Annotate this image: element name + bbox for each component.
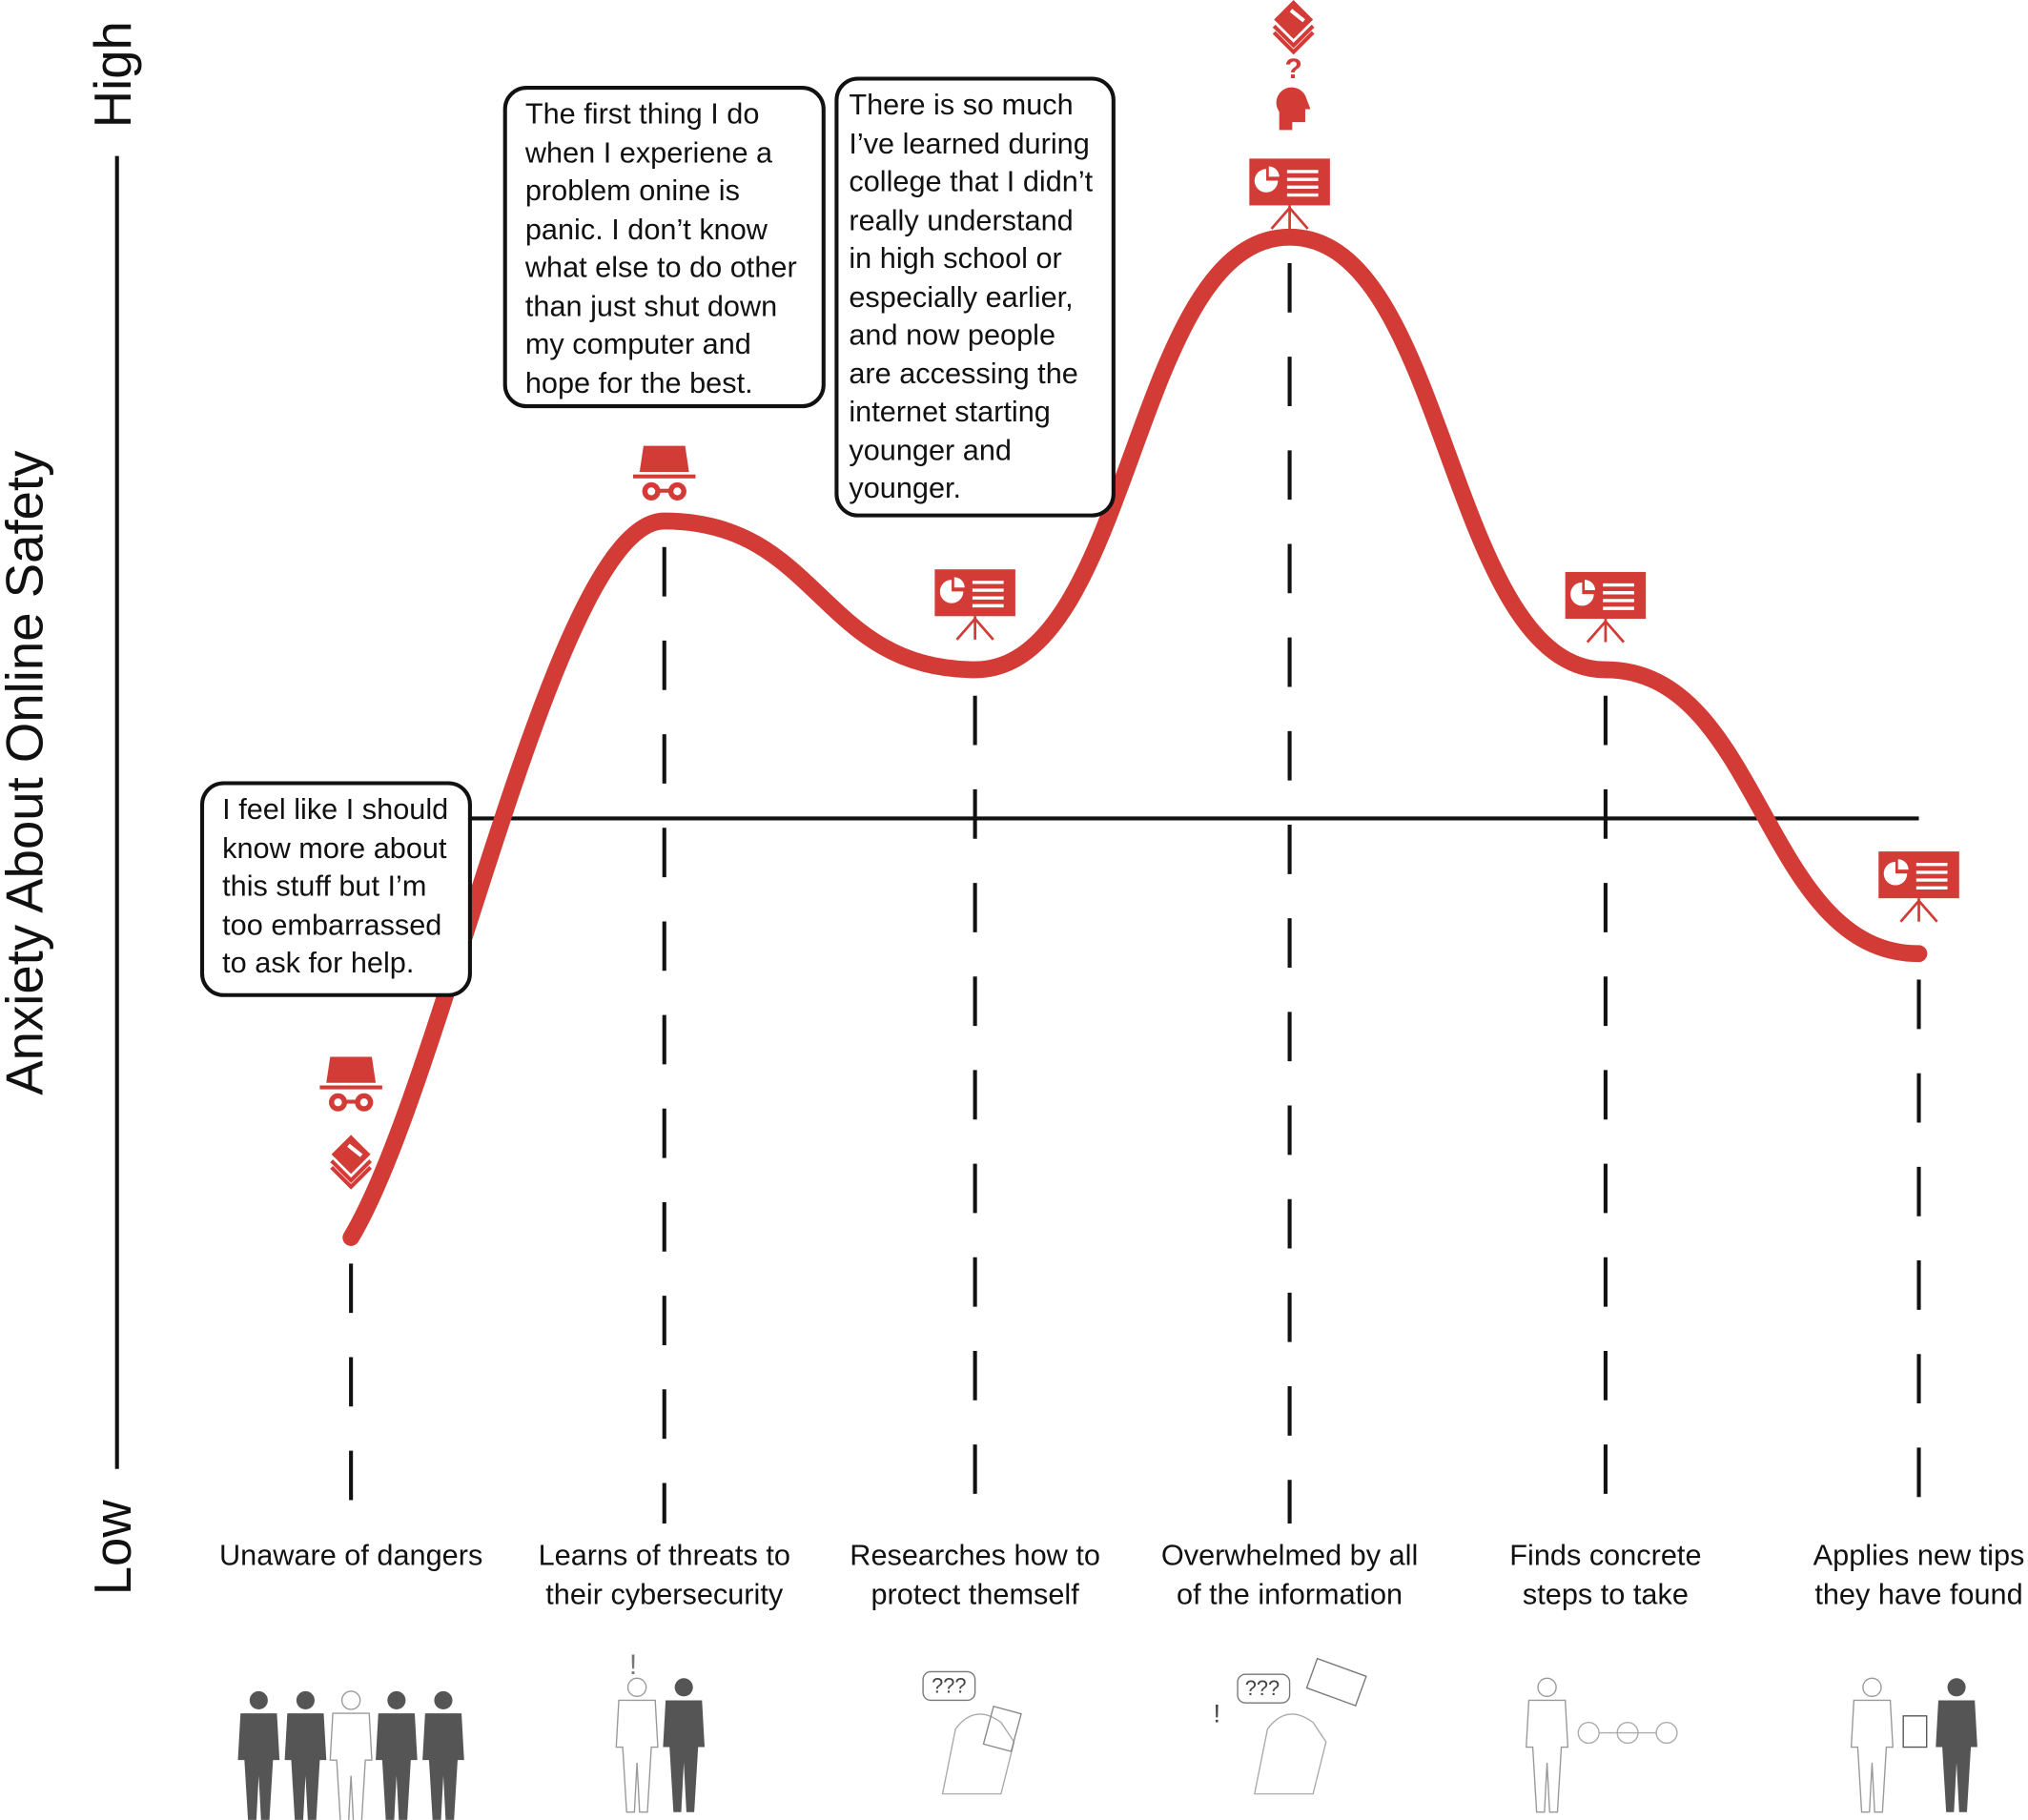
stage-label-line: Learns of threats to: [538, 1539, 790, 1572]
stage-label-line: of the information: [1177, 1578, 1403, 1611]
person-figure: [422, 1690, 464, 1820]
callout-line: when I experiene a: [524, 135, 773, 169]
data-point: [1600, 665, 1611, 675]
callout-line: really understand: [849, 203, 1074, 236]
callout-line: There is so much: [849, 88, 1074, 121]
callout-line: know more about: [222, 830, 447, 865]
y-axis-label: Anxiety About Online Safety: [0, 450, 54, 1095]
paper-icon: [982, 1705, 1022, 1752]
callout-line: than just shut down: [524, 289, 778, 322]
spy-icon: [319, 1056, 382, 1112]
y-low-label: Low: [85, 1500, 143, 1596]
callout-line: college that I didn’t: [849, 165, 1094, 198]
callout-line: younger and: [849, 433, 1012, 466]
person-figure: [615, 1677, 659, 1813]
stage-label: Unaware of dangers: [208, 1537, 494, 1576]
data-point: [345, 1232, 357, 1243]
callout-line: I’ve learned during: [849, 126, 1090, 160]
person-figure: [284, 1690, 327, 1820]
callout-line: especially earlier,: [849, 279, 1074, 313]
callout-line: hope for the best.: [524, 365, 753, 399]
stage-label-line: Finds concrete: [1509, 1539, 1702, 1572]
speech-bubble-icon: [1305, 1657, 1367, 1707]
stage-label-line: protect themself: [871, 1578, 1079, 1611]
confused-bubble-icon: ???: [932, 1673, 966, 1697]
callout-line: too embarrassed: [222, 908, 442, 941]
stage-label-line: they have found: [1814, 1578, 2023, 1611]
thought-bubble-icon: [922, 1670, 976, 1702]
callout-line: what else to do other: [524, 251, 797, 284]
data-point: [1914, 948, 1924, 959]
callout-line: in high school or: [849, 241, 1062, 275]
svg-text:?: ?: [1285, 53, 1302, 85]
y-high-label: High: [85, 21, 143, 129]
stage-label-line: steps to take: [1522, 1578, 1689, 1611]
exclamation-icon: !: [629, 1649, 637, 1681]
stage-label: Learns of threats to their cybersecurity: [522, 1537, 808, 1615]
presentation-icon: [1249, 158, 1330, 230]
callout-line: panic. I don’t know: [524, 212, 768, 246]
quote-callout-1: I feel like I should know more about this …: [199, 781, 472, 997]
callout-line: and now people: [849, 318, 1056, 352]
callout-line: this stuff but I’m: [222, 869, 427, 903]
callout-line: to ask for help.: [222, 946, 415, 979]
stage-label: Applies new tips they have found: [1776, 1537, 2028, 1615]
person-figure: [1936, 1678, 1977, 1812]
callout-line: are accessing the: [849, 357, 1078, 390]
stage-label: Researches how to protect themself: [832, 1537, 1118, 1615]
quote-callout-3: There is so much I’ve learned during colle…: [834, 76, 1116, 518]
books-icon: [1272, 0, 1315, 55]
stage-label-line: Researches how to: [850, 1539, 1100, 1572]
callout-line: I feel like I should: [222, 792, 449, 826]
presentation-icon: [1878, 851, 1959, 923]
callout-line: internet starting: [849, 395, 1051, 428]
presentation-icon: [934, 569, 1015, 641]
callout-line: The first thing I do: [524, 97, 760, 131]
person-figure: [1850, 1677, 1894, 1813]
quote-callout-2: The first thing I do when I experiene a pr…: [502, 85, 826, 409]
lock-icon: [1902, 1715, 1928, 1748]
confused-bubble-icon: ???: [1245, 1676, 1280, 1700]
stage-label-line: Overwhelmed by all: [1160, 1539, 1419, 1572]
person-figure: [1526, 1677, 1569, 1813]
person-figure: [329, 1690, 373, 1820]
data-point: [970, 665, 981, 675]
person-figure: [237, 1690, 280, 1820]
stage-label: Overwhelmed by all of the information: [1147, 1537, 1433, 1615]
stage-label-line: Applies new tips: [1813, 1539, 2025, 1572]
spy-icon: [633, 445, 696, 501]
stage-label: Finds concrete steps to take: [1463, 1537, 1749, 1615]
anxiety-curve: [342, 228, 1928, 1246]
callout-line: my computer and: [524, 327, 751, 360]
presentation-icon: [1565, 571, 1647, 644]
callout-line: younger.: [849, 471, 962, 505]
thought-bubble-icon: [1237, 1673, 1291, 1704]
person-overwhelmed-figure: [1253, 1713, 1327, 1795]
person-figure: [663, 1678, 706, 1812]
step-icon: [1577, 1721, 1600, 1745]
person-figure: [376, 1690, 418, 1820]
books-icon: [330, 1135, 373, 1190]
data-point: [1284, 232, 1296, 243]
callout-line: problem onine is: [524, 174, 740, 207]
alert-bubble-icon: !: [1213, 1699, 1220, 1728]
question-head-icon: ?: [1276, 53, 1311, 131]
step-icon: [1655, 1721, 1678, 1745]
person-reading-figure: [941, 1713, 1015, 1795]
stage-label-line: their cybersecurity: [545, 1578, 784, 1611]
data-point: [659, 516, 670, 526]
stage-label-line: Unaware of dangers: [219, 1539, 483, 1572]
